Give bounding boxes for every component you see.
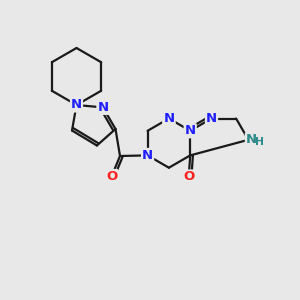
Text: N: N [246, 133, 257, 146]
Text: O: O [106, 170, 117, 183]
Text: N: N [206, 112, 217, 125]
Text: N: N [71, 98, 82, 112]
Text: H: H [255, 137, 264, 147]
Text: N: N [97, 101, 109, 114]
Text: N: N [163, 112, 175, 125]
Text: N: N [142, 149, 153, 162]
Text: N: N [163, 112, 175, 125]
Text: N: N [184, 124, 196, 137]
Text: O: O [183, 170, 194, 184]
